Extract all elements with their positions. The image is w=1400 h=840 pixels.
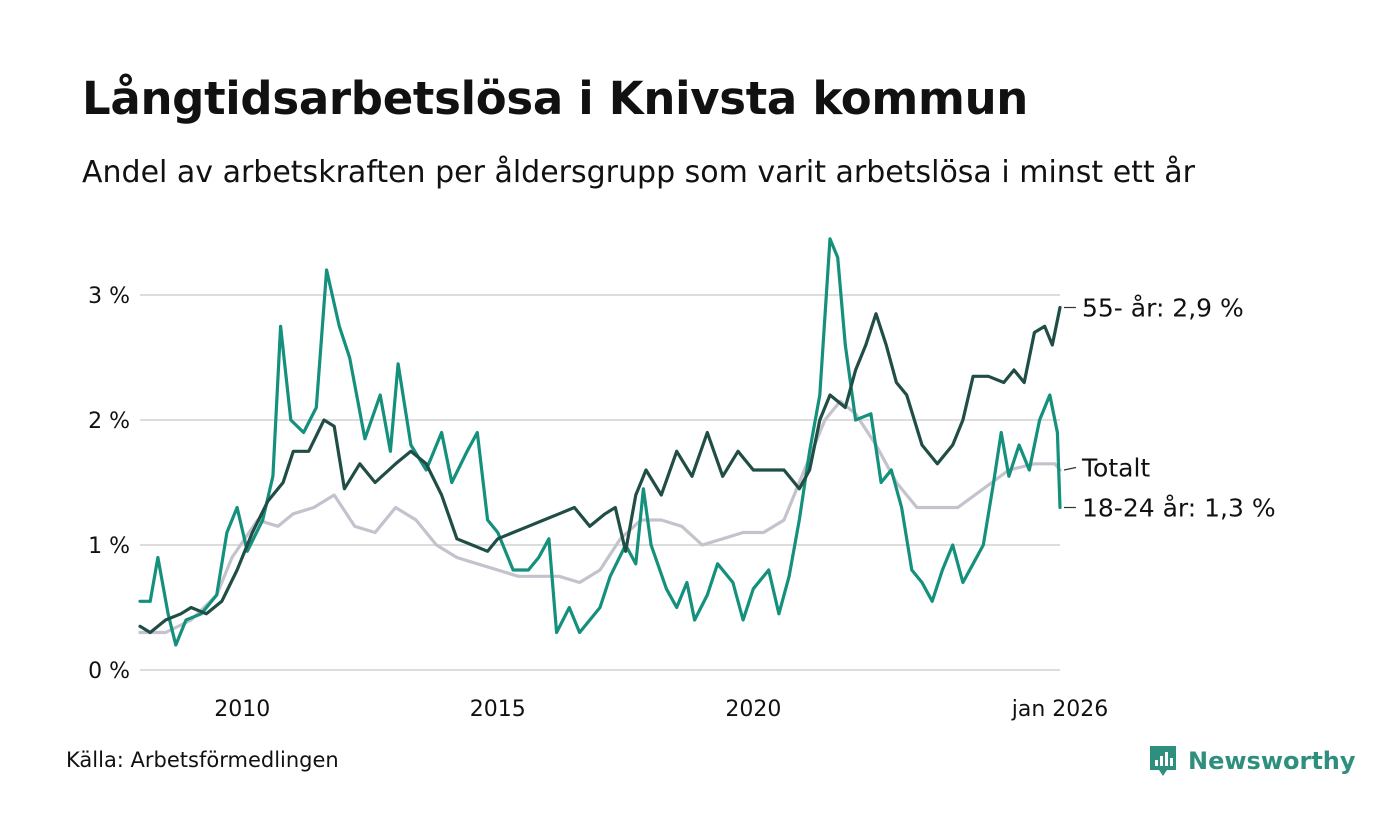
series-end-label: 18-24 år: 1,3 % <box>1082 494 1276 523</box>
y-tick-label: 1 % <box>88 534 130 559</box>
series-line-totalt <box>138 399 1062 635</box>
series-line-18-24-r <box>138 237 1062 647</box>
x-tick-label: 2010 <box>214 697 270 722</box>
brand-logo[interactable]: Newsworthy <box>1148 744 1356 778</box>
chart-subtitle: Andel av arbetskraften per åldersgrupp s… <box>82 155 1195 190</box>
x-tick-label: 2020 <box>725 697 781 722</box>
x-axis: 2010 2015 2020 jan 2026 <box>214 697 1108 722</box>
series-line-55-r <box>138 305 1062 635</box>
series-end-labels: Totalt 18-24 år: 1,3 % 55- år: 2,9 % <box>1063 294 1276 523</box>
newsworthy-chart-logo-icon <box>1150 746 1176 776</box>
line-chart: 0 % 1 % 2 % 3 % 2010 2015 2020 jan 2026 Totalt… <box>88 237 1276 722</box>
y-axis: 0 % 1 % 2 % 3 % <box>88 284 130 684</box>
series-end-label: 55- år: 2,9 % <box>1082 294 1244 323</box>
x-tick-label: 2015 <box>470 697 526 722</box>
series-end-label: Totalt <box>1081 454 1150 483</box>
chart-title: Långtidsarbetslösa i Knivsta kommun <box>82 72 1029 125</box>
source-note: Källa: Arbetsförmedlingen <box>66 748 339 772</box>
label-connector <box>1063 466 1077 471</box>
y-tick-label: 3 % <box>88 284 130 309</box>
brand-name: Newsworthy <box>1188 747 1356 775</box>
y-tick-label: 2 % <box>88 409 130 434</box>
series-lines <box>138 237 1062 647</box>
x-tick-label: jan 2026 <box>1011 697 1109 722</box>
y-tick-label: 0 % <box>88 659 130 684</box>
